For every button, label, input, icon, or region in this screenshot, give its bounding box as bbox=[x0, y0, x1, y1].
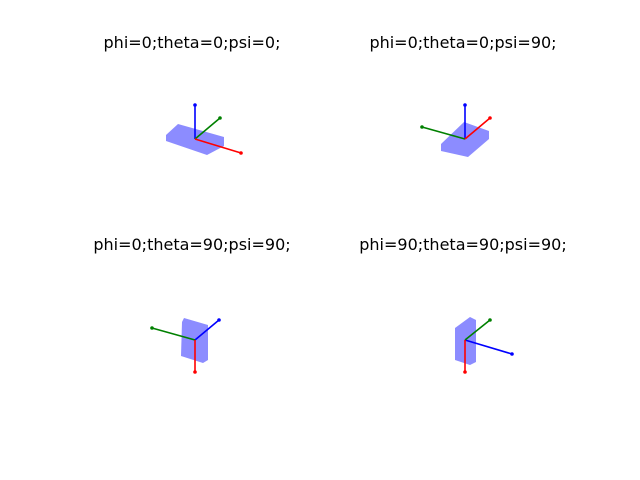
x-axis bbox=[464, 117, 491, 140]
panel-1-title: phi=0;theta=0;psi=0; bbox=[103, 33, 281, 52]
y-axis bbox=[151, 327, 196, 341]
z-axis bbox=[464, 339, 513, 355]
panel-3-title: phi=0;theta=90;psi=90; bbox=[93, 235, 291, 254]
x-axis-tip bbox=[488, 116, 492, 120]
z-axis-tip bbox=[510, 352, 514, 356]
panel-4-title: phi=90;theta=90;psi=90; bbox=[359, 235, 567, 254]
panel-2-title: phi=0;theta=0;psi=90; bbox=[369, 33, 557, 52]
x-axis-tip bbox=[239, 151, 243, 155]
y-axis-tip bbox=[150, 326, 154, 330]
x-axis-tip bbox=[193, 370, 197, 374]
x-axis bbox=[194, 138, 242, 154]
y-axis bbox=[194, 117, 221, 140]
panel-1 bbox=[166, 103, 243, 155]
y-axis bbox=[421, 126, 466, 140]
y-axis bbox=[464, 319, 491, 341]
x-axis-tip bbox=[463, 370, 467, 374]
z-axis-tip bbox=[463, 103, 467, 107]
z-axis-tip bbox=[217, 318, 221, 322]
y-axis-tip bbox=[488, 318, 492, 322]
panel-2 bbox=[420, 103, 492, 157]
panel-3 bbox=[150, 318, 221, 374]
z-axis-tip bbox=[193, 103, 197, 107]
z-axis bbox=[194, 319, 220, 341]
rotated-box bbox=[441, 122, 489, 157]
y-axis-tip bbox=[218, 116, 222, 120]
panel-4 bbox=[455, 317, 514, 374]
y-axis-tip bbox=[420, 125, 424, 129]
